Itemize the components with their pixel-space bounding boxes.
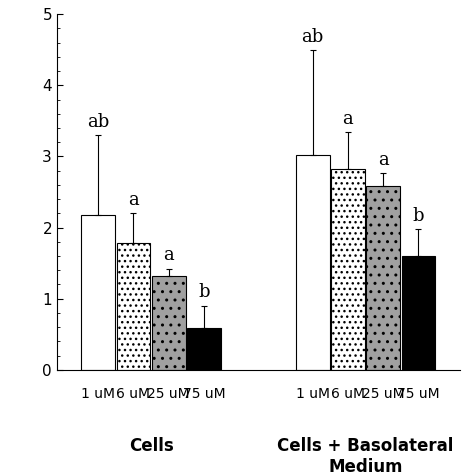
Text: a: a — [164, 246, 174, 264]
Text: a: a — [378, 151, 389, 169]
Bar — [117, 243, 150, 370]
Text: b: b — [198, 283, 210, 301]
Text: 25 uM: 25 uM — [147, 388, 190, 401]
Text: 6 uM: 6 uM — [331, 388, 365, 401]
Text: 1 uM: 1 uM — [296, 388, 330, 401]
Bar — [401, 256, 435, 370]
Text: 75 uM: 75 uM — [397, 388, 440, 401]
Bar — [331, 169, 365, 370]
Text: a: a — [128, 191, 139, 209]
Text: a: a — [343, 110, 353, 128]
Text: 1 uM: 1 uM — [81, 388, 115, 401]
Bar — [152, 276, 185, 370]
Bar — [82, 215, 115, 370]
Text: 25 uM: 25 uM — [362, 388, 404, 401]
Text: 6 uM: 6 uM — [117, 388, 150, 401]
Text: Cells: Cells — [129, 438, 173, 455]
Bar — [366, 186, 400, 370]
Text: Cells + Basolateral
Medium: Cells + Basolateral Medium — [277, 438, 454, 474]
Text: ab: ab — [87, 113, 109, 131]
Text: b: b — [413, 207, 424, 225]
Bar — [187, 328, 221, 370]
Text: ab: ab — [301, 27, 324, 46]
Text: 75 uM: 75 uM — [182, 388, 225, 401]
Bar — [296, 155, 329, 370]
